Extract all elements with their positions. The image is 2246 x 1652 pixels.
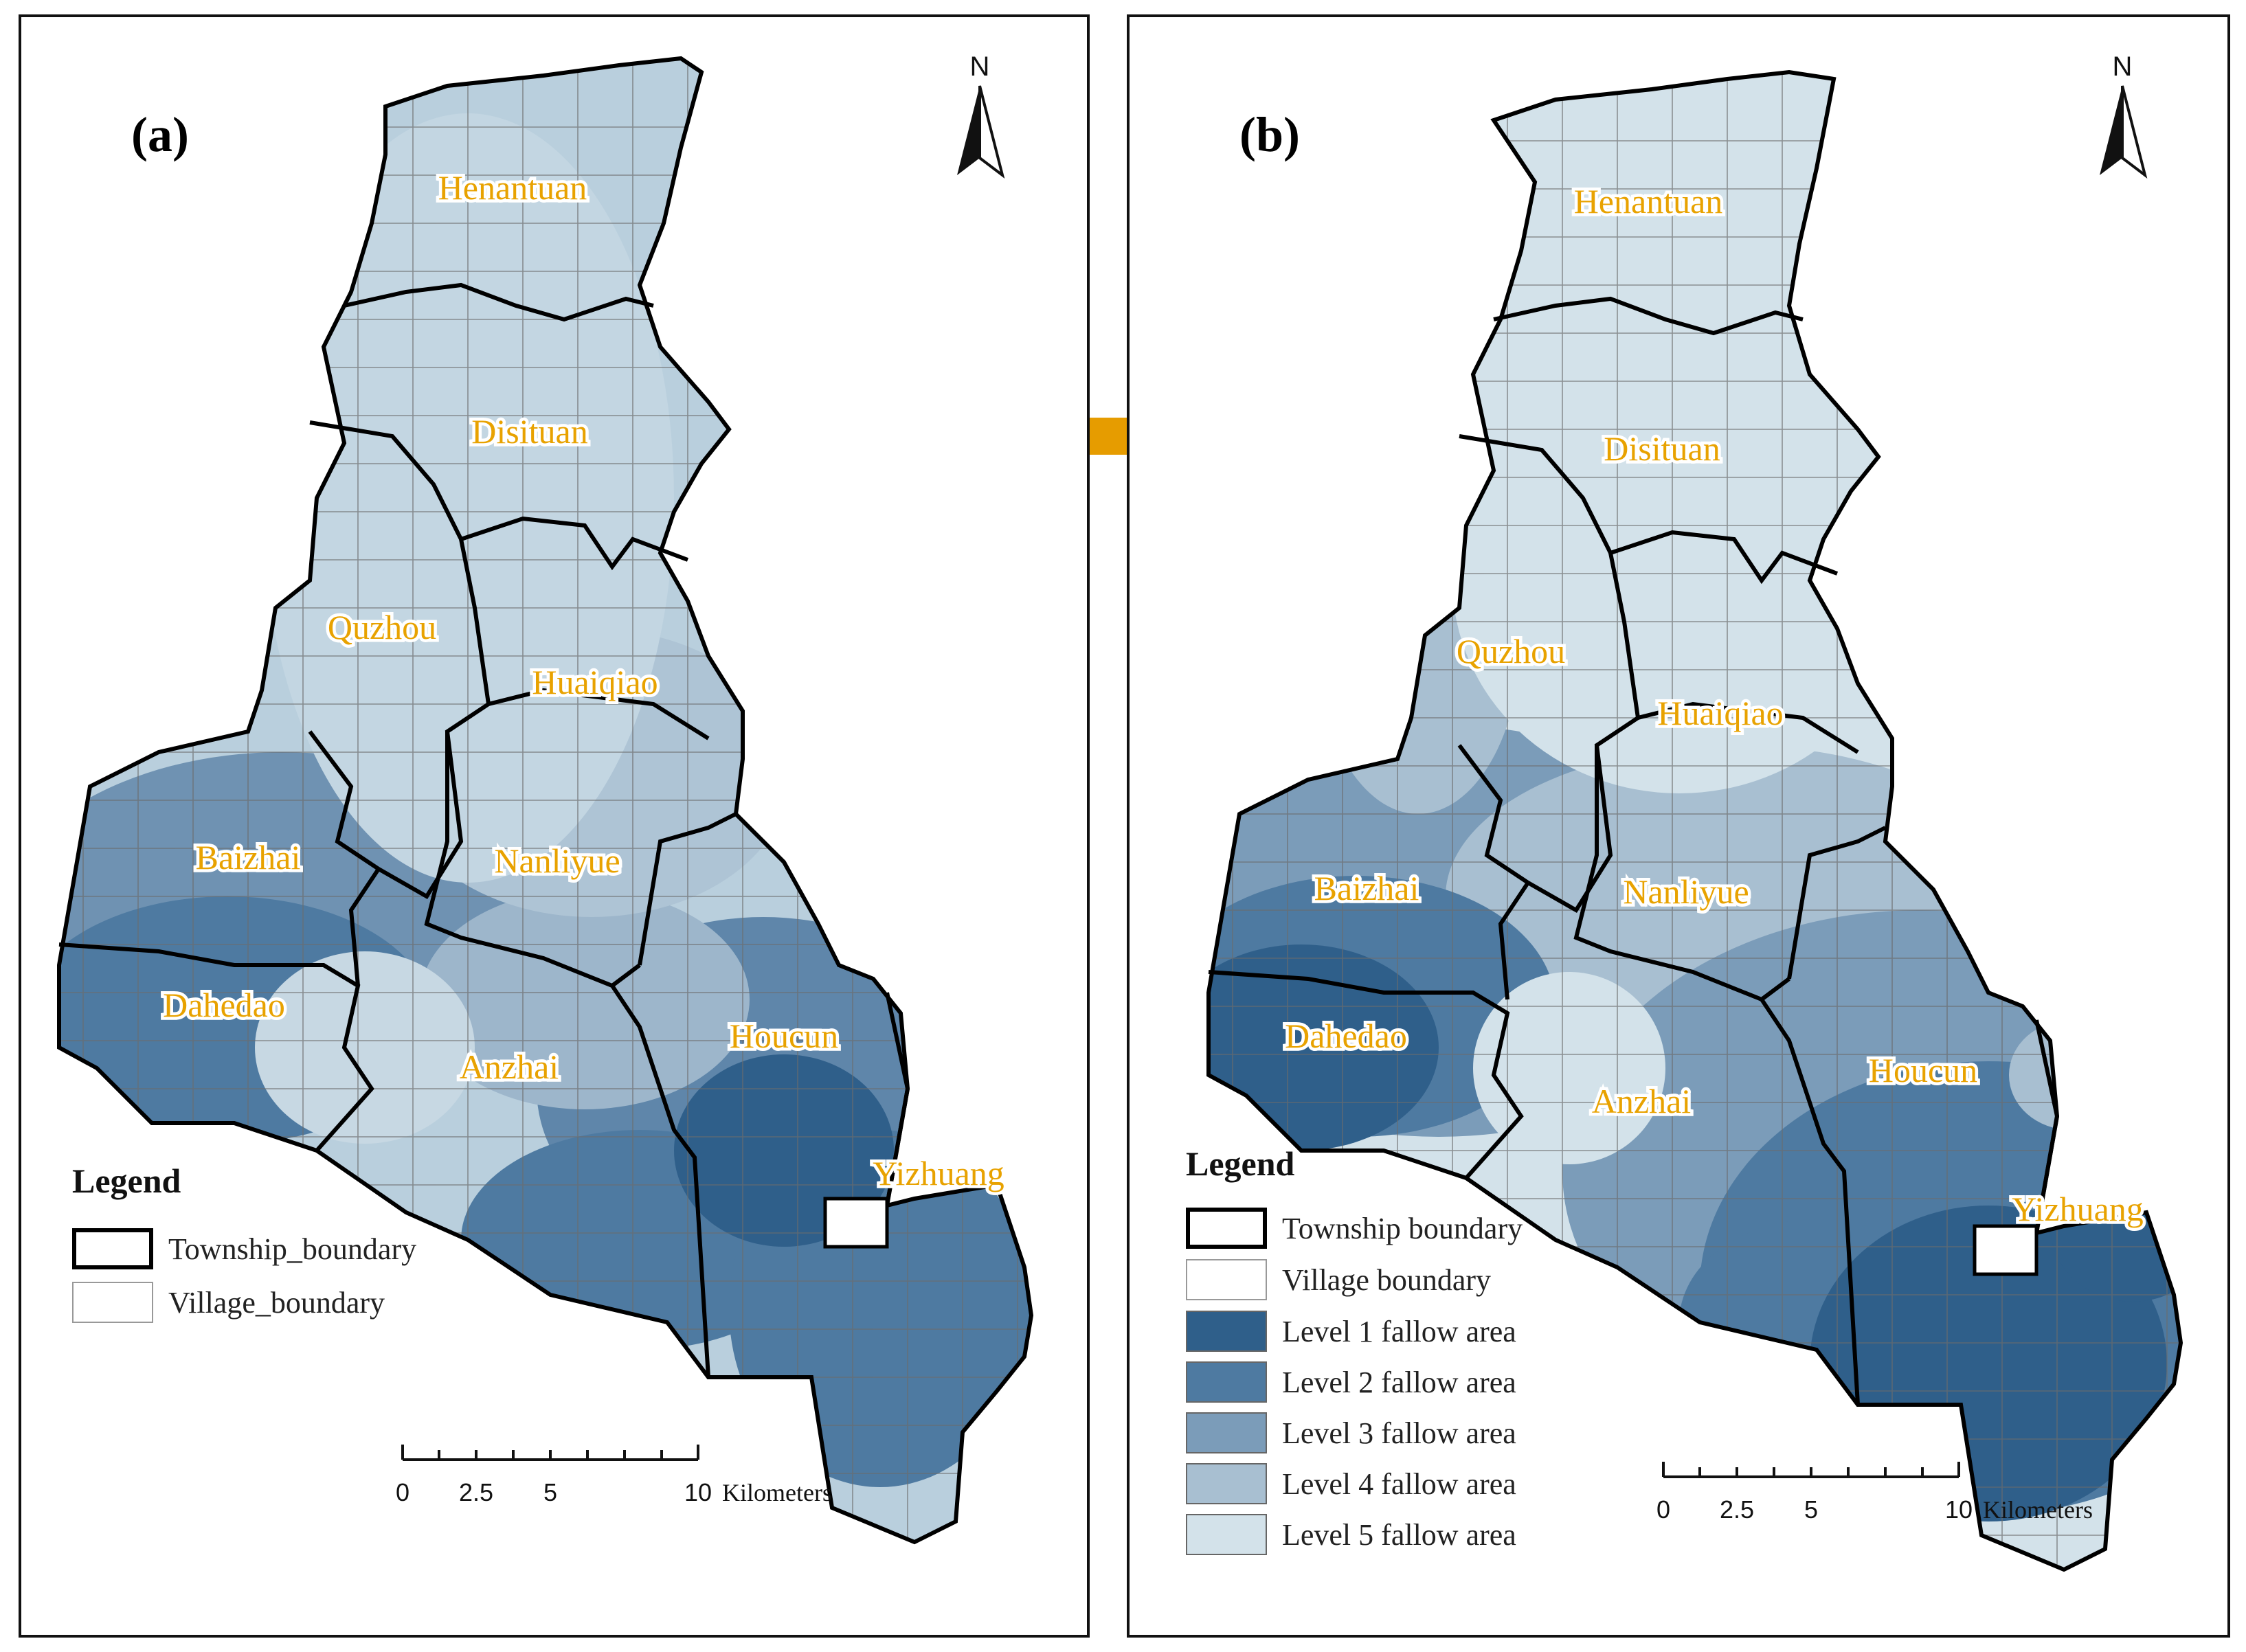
town-label-yizhuang: Yizhuang bbox=[873, 1154, 1004, 1192]
svg-text:0: 0 bbox=[1657, 1495, 1670, 1524]
legend-label: Level 3 fallow area bbox=[1282, 1416, 1516, 1450]
map-panel-a: (a) N bbox=[19, 14, 1090, 1638]
legend-item-village: Village boundary bbox=[1186, 1257, 1491, 1302]
legend-label: Level 1 fallow area bbox=[1282, 1314, 1516, 1348]
level-5-swatch bbox=[1186, 1514, 1267, 1555]
legend-item-township: Township boundary bbox=[1186, 1206, 1523, 1251]
town-label-dahedao: Dahedao bbox=[163, 986, 285, 1024]
county-map-b: Henantuan Disituan Quzhou Huaiqiao Baizh… bbox=[1206, 69, 2183, 1572]
township-swatch bbox=[72, 1228, 153, 1269]
level-4-swatch bbox=[1186, 1463, 1267, 1504]
town-label-quzhou: Quzhou bbox=[328, 608, 436, 646]
town-label-huaiqiao: Huaiqiao bbox=[1657, 694, 1783, 732]
town-label-quzhou: Quzhou bbox=[1457, 632, 1565, 670]
scale-bar-a: 0 2.5 5 10 Kilometers bbox=[396, 1445, 832, 1506]
township-swatch bbox=[1186, 1208, 1267, 1249]
svg-text:10: 10 bbox=[684, 1478, 712, 1506]
svg-text:2.5: 2.5 bbox=[1720, 1495, 1754, 1524]
legend-label: Township_boundary bbox=[168, 1232, 417, 1266]
legend-label: Level 4 fallow area bbox=[1282, 1467, 1516, 1501]
legend-label: Level 2 fallow area bbox=[1282, 1365, 1516, 1399]
legend-item-township: Township_boundary bbox=[72, 1226, 416, 1271]
legend-label: Township boundary bbox=[1282, 1211, 1523, 1245]
town-label-yizhuang: Yizhuang bbox=[2012, 1190, 2144, 1228]
level-2-swatch bbox=[1186, 1361, 1267, 1403]
town-label-henantuan: Henantuan bbox=[438, 168, 587, 207]
town-label-nanliyue: Nanliyue bbox=[494, 841, 620, 880]
town-label-disituan: Disituan bbox=[1604, 429, 1720, 468]
legend-label: Level 5 fallow area bbox=[1282, 1517, 1516, 1552]
town-label-houcun: Houcun bbox=[1869, 1051, 1977, 1089]
svg-text:2.5: 2.5 bbox=[459, 1478, 493, 1506]
town-label-anzhai: Anzhai bbox=[1592, 1082, 1691, 1120]
town-label-dahedao: Dahedao bbox=[1285, 1017, 1407, 1055]
legend-item-level-1: Level 1 fallow area bbox=[1186, 1309, 1516, 1354]
north-arrow-icon: N bbox=[957, 52, 1005, 179]
legend-title-a: Legend bbox=[72, 1162, 181, 1200]
legend-item-level-2: Level 2 fallow area bbox=[1186, 1359, 1516, 1405]
town-label-baizhai: Baizhai bbox=[1314, 869, 1419, 907]
svg-text:Kilometers: Kilometers bbox=[1983, 1496, 2093, 1524]
scale-bar-b: 0 2.5 5 10 Kilometers bbox=[1657, 1462, 2093, 1524]
north-arrow-icon: N bbox=[2100, 52, 2148, 179]
legend-title-b: Legend bbox=[1186, 1144, 1295, 1183]
north-label: N bbox=[970, 52, 990, 82]
town-label-nanliyue: Nanliyue bbox=[1623, 872, 1749, 911]
north-label: N bbox=[2113, 52, 2133, 82]
svg-text:10: 10 bbox=[1945, 1495, 1973, 1524]
town-label-baizhai: Baizhai bbox=[196, 838, 301, 876]
town-label-houcun: Houcun bbox=[730, 1017, 838, 1055]
legend-item-level-5: Level 5 fallow area bbox=[1186, 1512, 1516, 1557]
town-label-disituan: Disituan bbox=[471, 412, 587, 451]
legend-item-level-3: Level 3 fallow area bbox=[1186, 1410, 1516, 1456]
town-label-anzhai: Anzhai bbox=[460, 1048, 559, 1086]
panel-a-label: (a) bbox=[131, 107, 189, 162]
svg-text:5: 5 bbox=[1804, 1495, 1818, 1524]
village-swatch bbox=[1186, 1259, 1267, 1300]
svg-text:Kilometers: Kilometers bbox=[722, 1479, 832, 1506]
svg-text:5: 5 bbox=[543, 1478, 557, 1506]
level-3-swatch bbox=[1186, 1412, 1267, 1453]
legend-item-level-4: Level 4 fallow area bbox=[1186, 1461, 1516, 1506]
town-label-henantuan: Henantuan bbox=[1574, 182, 1723, 220]
village-swatch bbox=[72, 1282, 153, 1323]
svg-text:0: 0 bbox=[396, 1478, 409, 1506]
legend-label: Village_boundary bbox=[168, 1285, 385, 1320]
panel-b-label: (b) bbox=[1239, 107, 1300, 162]
legend-item-village: Village_boundary bbox=[72, 1280, 385, 1325]
legend-label: Village boundary bbox=[1282, 1263, 1492, 1297]
county-map-a: Henantuan Disituan Quzhou Huaiqiao Baizh… bbox=[57, 56, 1034, 1545]
level-1-swatch bbox=[1186, 1311, 1267, 1352]
map-panel-b: (b) N bbox=[1127, 14, 2230, 1638]
town-label-huaiqiao: Huaiqiao bbox=[532, 663, 658, 701]
